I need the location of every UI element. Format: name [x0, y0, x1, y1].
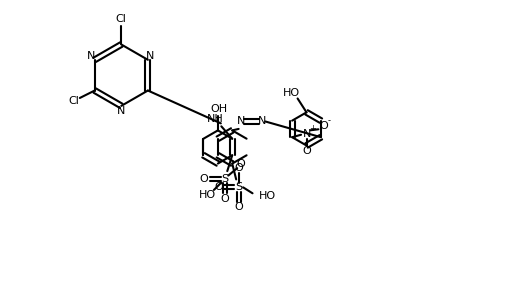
Text: N: N: [117, 106, 126, 116]
Text: NH: NH: [206, 114, 223, 124]
Text: N: N: [146, 51, 154, 61]
Text: HO: HO: [199, 190, 216, 200]
Text: O: O: [319, 121, 328, 131]
Text: S: S: [221, 174, 228, 184]
Text: Cl: Cl: [116, 14, 127, 24]
Text: O: O: [236, 159, 245, 169]
Text: O: O: [220, 194, 229, 204]
Text: HO: HO: [283, 88, 300, 98]
Text: N: N: [87, 51, 96, 61]
Text: -: -: [328, 117, 331, 125]
Text: +: +: [309, 124, 316, 133]
Text: S: S: [235, 182, 242, 192]
Text: N: N: [303, 129, 311, 139]
Text: O: O: [200, 174, 208, 184]
Text: HO: HO: [259, 191, 275, 201]
Text: O: O: [234, 202, 243, 212]
Text: Cl: Cl: [68, 96, 79, 106]
Text: O: O: [303, 146, 311, 156]
Text: O: O: [215, 182, 223, 192]
Text: N: N: [258, 117, 266, 126]
Text: O: O: [234, 163, 243, 173]
Text: N: N: [237, 117, 245, 126]
Text: OH: OH: [211, 104, 227, 114]
